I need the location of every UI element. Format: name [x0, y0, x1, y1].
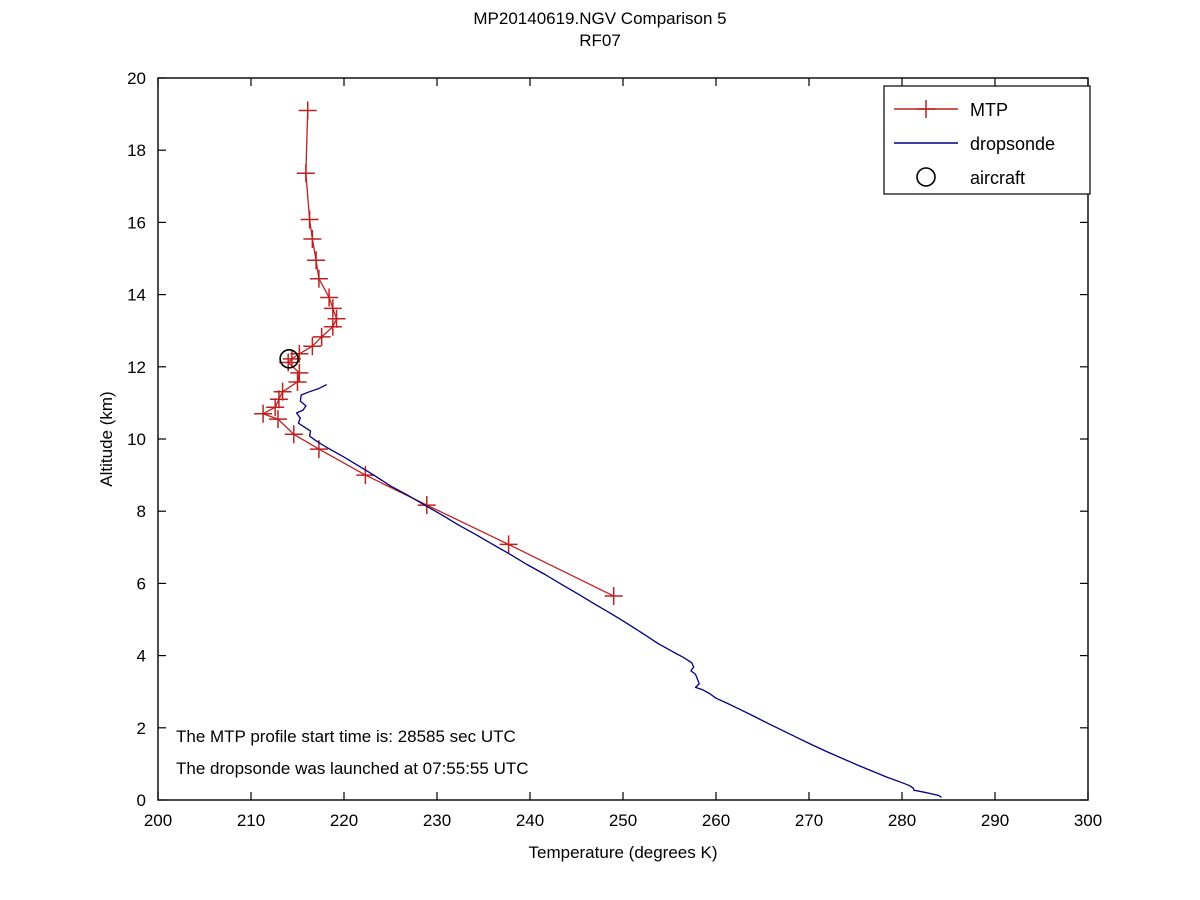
y-tick-label: 6: [137, 574, 146, 593]
x-tick-label: 220: [330, 811, 358, 830]
legend-box: [883, 85, 1091, 195]
legend-label: aircraft: [970, 168, 1025, 188]
series-line-dropsonde: [295, 384, 942, 798]
x-axis-ticks: 200 210 220 230 240 250 260 270 280 290 300: [144, 78, 1102, 830]
legend-label: dropsonde: [970, 134, 1055, 154]
y-tick-label: 8: [137, 502, 146, 521]
y-tick-label: 4: [137, 647, 146, 666]
y-tick-label: 10: [127, 430, 146, 449]
legend-swatch-circle: [916, 167, 936, 187]
y-tick-label: 18: [127, 141, 146, 160]
x-tick-label: 230: [423, 811, 451, 830]
x-axis-label: Temperature (degrees K): [529, 843, 718, 862]
x-tick-label: 270: [795, 811, 823, 830]
x-tick-label: 200: [144, 811, 172, 830]
series-line-MTP: [262, 109, 615, 597]
y-tick-label: 20: [127, 69, 146, 88]
y-tick-label: 2: [137, 719, 146, 738]
x-tick-label: 250: [609, 811, 637, 830]
y-tick-label: 12: [127, 358, 146, 377]
legend-item-dropsonde[interactable]: dropsonde: [894, 134, 1055, 154]
annotation-line2: The dropsonde was launched at 07:55:55 U…: [176, 759, 529, 778]
y-axis-ticks: 0 2 4 6 8 10 12 14 16 18 20: [127, 69, 1088, 810]
legend: MTP dropsonde aircraft: [883, 85, 1091, 195]
y-tick-label: 14: [127, 286, 146, 305]
y-tick-label: 16: [127, 213, 146, 232]
x-tick-label: 300: [1074, 811, 1102, 830]
series-dropsonde: [295, 384, 942, 798]
legend-label: MTP: [970, 100, 1008, 120]
x-tick-label: 290: [981, 811, 1009, 830]
legend-item-MTP[interactable]: MTP: [894, 100, 1008, 120]
series-aircraft: [279, 349, 299, 369]
annotation-line1: The MTP profile start time is: 28585 sec…: [176, 727, 516, 746]
legend-item-aircraft[interactable]: aircraft: [916, 167, 1025, 188]
x-tick-label: 210: [237, 811, 265, 830]
y-axis-label: Altitude (km): [97, 391, 116, 486]
series-MTP: [254, 101, 623, 606]
y-tick-label: 0: [137, 791, 146, 810]
x-tick-label: 240: [516, 811, 544, 830]
data-marker-circle: [279, 349, 299, 369]
x-tick-label: 280: [888, 811, 916, 830]
data-series: [254, 101, 942, 798]
x-tick-label: 260: [702, 811, 730, 830]
plot-annotations: The MTP profile start time is: 28585 sec…: [176, 727, 529, 778]
